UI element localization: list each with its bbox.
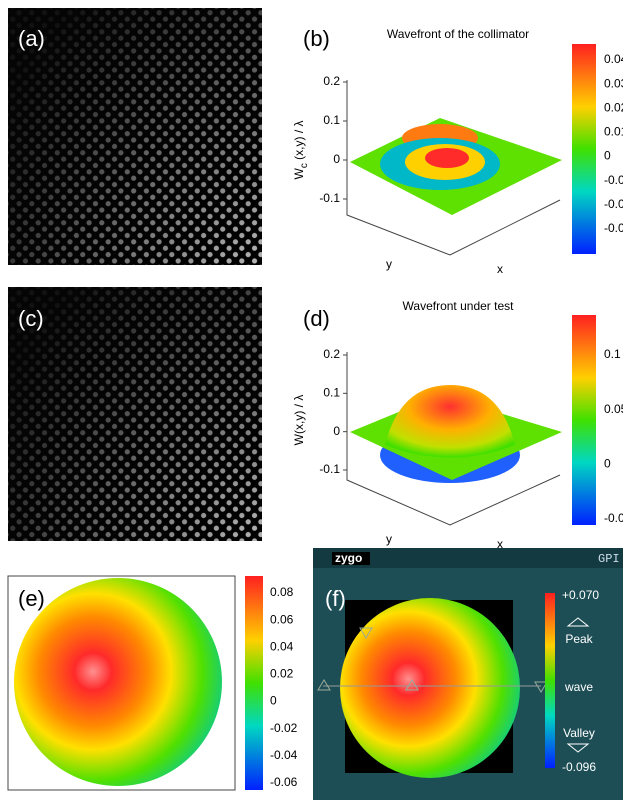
tick-label: -0.02 (270, 721, 298, 735)
tick-label: 0.08 (270, 585, 294, 599)
plot-title: Wavefront under test (403, 299, 515, 313)
panel-d: (d) Wavefront under test W(x,y) / λ 0.2 0… (292, 299, 623, 551)
peak-valley-icons (566, 617, 590, 753)
colorbar (572, 44, 596, 254)
tick-label: -0.01 (604, 173, 623, 187)
max-label: +0.070 (562, 588, 599, 602)
colorbar (572, 315, 596, 525)
tick-label: 0 (270, 694, 277, 708)
tick-label: 0.02 (270, 667, 294, 681)
tick-label: 0 (333, 424, 340, 438)
tick-label: 0.04 (604, 52, 623, 66)
mode: GPI (598, 552, 620, 566)
panel-label: (e) (18, 586, 45, 611)
panel-label: (c) (18, 306, 44, 331)
title-bar (313, 548, 623, 568)
panel-label: (f) (325, 586, 346, 611)
colorbar (545, 593, 555, 768)
z-label: Wc (x,y) / λ (292, 121, 309, 180)
markers (317, 627, 548, 693)
tick-label: 0.06 (270, 612, 294, 626)
tick-label: -0.1 (319, 462, 340, 476)
wave-label: wave (564, 680, 593, 694)
surface-peak (425, 148, 469, 168)
panel-e: (e) 0.08 0.06 0.04 0.02 0 -0.02 -0.04 -0.06 (7, 575, 298, 791)
tick-label: -0.02 (604, 197, 623, 211)
z-label: W(x,y) / λ (292, 395, 306, 446)
wavefront-map (14, 578, 222, 786)
valley-label: Valley (563, 726, 595, 740)
panel-label: (a) (18, 26, 45, 51)
tick-label: 0.2 (323, 347, 340, 361)
x-label: x (497, 537, 503, 551)
tick-label: 0.04 (270, 639, 294, 653)
tick-label: 0.01 (604, 125, 623, 139)
tick-label: 0.1 (323, 386, 340, 400)
brand-box (332, 552, 370, 565)
y-label: y (386, 257, 392, 271)
tick-label: 0.1 (323, 113, 340, 127)
tick-label: 0 (333, 152, 340, 166)
tick-label: -0.04 (270, 748, 298, 762)
panel-b: (b) Wavefront of the collimator Wc (x,y)… (292, 26, 623, 276)
min-label: -0.096 (562, 760, 596, 774)
y-label: y (386, 532, 392, 546)
tick-label: 0.1 (604, 347, 621, 361)
speckle-image (8, 287, 262, 541)
plot-title: Wavefront of the collimator (387, 27, 529, 41)
panel-f: zygo GPI (f) +0.070 -0.096 Peak wave Val… (313, 548, 623, 800)
tick-label: -0.05 (604, 511, 623, 525)
axes (346, 80, 561, 256)
x-label: x (497, 262, 503, 276)
axes (346, 352, 561, 526)
speckle-image (8, 8, 262, 265)
peak-label: Peak (565, 632, 593, 646)
brand: zygo (335, 551, 362, 565)
colorbar (245, 576, 263, 790)
tick-label: 0.03 (604, 76, 623, 90)
tick-label: 0.2 (323, 74, 340, 88)
panel-c: (c) (8, 287, 262, 541)
panel-label: (b) (303, 26, 330, 51)
panel-a: (a) (8, 8, 262, 265)
tick-label: -0.03 (604, 221, 623, 235)
tick-label: -0.06 (270, 775, 298, 789)
tick-label: 0 (604, 149, 611, 163)
wavefront-map (340, 598, 520, 778)
tick-label: -0.1 (319, 191, 340, 205)
tick-label: 0 (604, 457, 611, 471)
panel-label: (d) (303, 306, 330, 331)
tick-label: 0.02 (604, 100, 623, 114)
tick-label: 0.05 (604, 402, 623, 416)
surface-dome (385, 385, 515, 458)
